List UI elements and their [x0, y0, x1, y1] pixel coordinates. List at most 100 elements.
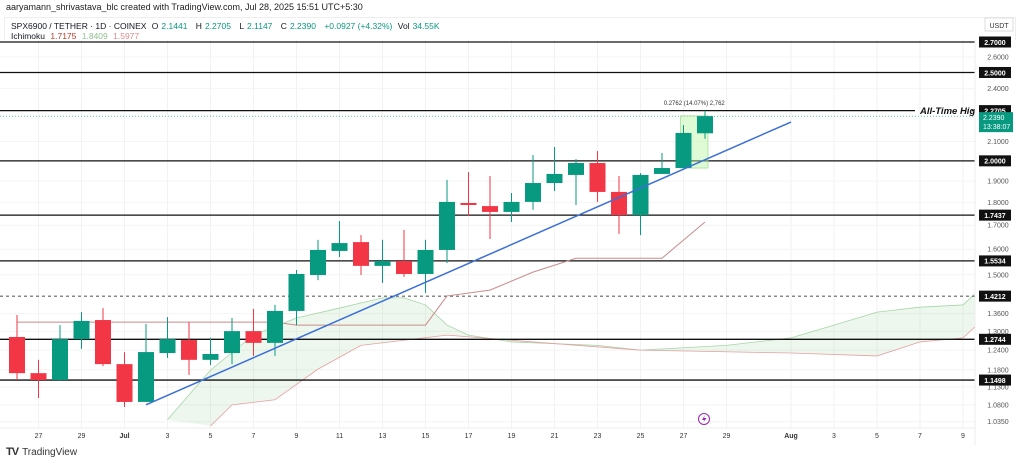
price-level-badge — [979, 105, 1011, 117]
lightning-icon[interactable] — [698, 413, 710, 425]
ohlc-high: H 2.2705 — [195, 21, 231, 31]
price-level-label: 1.1498 — [984, 378, 1006, 385]
candle[interactable] — [310, 239, 326, 281]
symbol-name[interactable]: SPX6900 / TETHER · 1D · COINEX — [11, 21, 147, 31]
candle-body — [116, 364, 133, 402]
x-tick-label: 21 — [551, 433, 559, 440]
candle[interactable] — [374, 239, 391, 284]
candle[interactable] — [439, 179, 455, 264]
x-tick-label: 9 — [961, 433, 965, 440]
x-tick-label: 19 — [508, 433, 516, 440]
cloud-lower-line — [210, 317, 985, 427]
x-tick-label: 7 — [918, 433, 922, 440]
candle[interactable] — [245, 308, 262, 356]
candle-body — [439, 201, 455, 250]
candle[interactable] — [460, 172, 477, 216]
candle[interactable] — [697, 110, 713, 139]
candle[interactable] — [159, 317, 176, 358]
indicator-legend-row: Ichimoku 1.7175 1.8409 1.5977 — [11, 31, 142, 41]
indicator-name[interactable]: Ichimoku — [11, 31, 46, 41]
price-level-label: 2.0000 — [984, 159, 1006, 166]
candle[interactable] — [9, 315, 25, 380]
candle[interactable] — [632, 173, 649, 236]
x-tick-label: 29 — [723, 433, 731, 440]
y-tick-label: 1.5000 — [987, 272, 1009, 279]
y-tick-label: 1.3600 — [987, 311, 1009, 318]
candle[interactable] — [331, 221, 348, 257]
candle[interactable] — [73, 312, 90, 349]
candle[interactable] — [525, 154, 541, 210]
candle-body — [288, 273, 305, 311]
x-tick-label: 7 — [252, 433, 256, 440]
candle-body — [503, 201, 520, 212]
ichimoku-value-1: 1.7175 — [50, 31, 77, 41]
candle[interactable] — [353, 235, 369, 276]
y-tick-label: 1.2400 — [987, 348, 1009, 355]
ichimoku-cloud — [167, 284, 985, 426]
candle-body — [632, 174, 649, 216]
y-tick-label: 1.3000 — [987, 329, 1009, 336]
candle[interactable] — [52, 325, 68, 382]
candle[interactable] — [654, 152, 670, 174]
candle-body — [396, 261, 412, 274]
candle[interactable] — [675, 125, 692, 169]
candle-body — [460, 203, 477, 205]
candle-body — [374, 261, 391, 266]
tradingview-logo: TV TradingView — [6, 446, 77, 458]
candle-body — [245, 331, 262, 343]
price-level-label: 1.5534 — [984, 259, 1006, 266]
x-tick-label: 29 — [78, 433, 86, 440]
candle[interactable] — [30, 359, 47, 398]
candle[interactable] — [181, 322, 197, 375]
candle[interactable] — [568, 159, 584, 205]
x-tick-label: Jul — [119, 433, 129, 440]
measure-range-box[interactable] — [680, 115, 709, 169]
x-tick-label: 15 — [422, 433, 430, 440]
price-level-label: 2.2705 — [984, 108, 1006, 115]
all-time-high-annotation: All-Time High — [919, 106, 981, 117]
price-level-badge — [979, 374, 1011, 386]
trendline[interactable] — [145, 121, 792, 406]
candle[interactable] — [417, 239, 434, 293]
y-tick-label: 2.1000 — [987, 139, 1009, 146]
chart-legend: SPX6900 / TETHER · 1D · COINEX O 2.1441 H… — [4, 17, 1016, 41]
candle[interactable] — [503, 193, 520, 222]
candle-body — [417, 249, 434, 274]
y-tick-label: 1.8000 — [987, 200, 1009, 207]
price-level-badge — [979, 333, 1011, 345]
symbol-legend-row: SPX6900 / TETHER · 1D · COINEX O 2.1441 H… — [11, 21, 446, 31]
price-level-label: 2.5000 — [984, 70, 1006, 77]
candle-body — [138, 352, 154, 402]
candle-body — [697, 116, 713, 134]
candle[interactable] — [138, 323, 154, 402]
x-tick-label: 3 — [166, 433, 170, 440]
candle[interactable] — [396, 229, 412, 277]
candle[interactable] — [224, 317, 240, 365]
candle[interactable] — [116, 352, 133, 408]
candle[interactable] — [267, 304, 283, 356]
candle-body — [202, 353, 219, 360]
candle-body — [568, 163, 584, 175]
candle[interactable] — [288, 270, 305, 326]
candle[interactable] — [546, 147, 563, 192]
price-level-label: 2.7000 — [984, 40, 1006, 47]
candle-body — [353, 242, 369, 266]
y-tick-label: 1.7000 — [987, 223, 1009, 230]
measure-label: 0.2762 (14.07%) 2,762 — [664, 101, 726, 107]
candle[interactable] — [95, 308, 111, 367]
price-level-badge — [979, 255, 1011, 267]
ichimoku-value-2: 1.8409 — [81, 31, 108, 41]
candle-body — [589, 163, 606, 192]
candle[interactable] — [482, 175, 498, 239]
candle-body — [267, 310, 283, 343]
y-tick-label: 2.6000 — [987, 54, 1009, 61]
candle[interactable] — [611, 175, 627, 234]
candle-body — [224, 331, 240, 354]
candle[interactable] — [202, 337, 219, 366]
candle-body — [331, 243, 348, 251]
y-tick-label: 2.4000 — [987, 86, 1009, 93]
candle[interactable] — [589, 151, 606, 202]
candle-body — [654, 168, 670, 174]
chart-credit: aaryamann_shrivastava_blc created with T… — [6, 2, 363, 12]
